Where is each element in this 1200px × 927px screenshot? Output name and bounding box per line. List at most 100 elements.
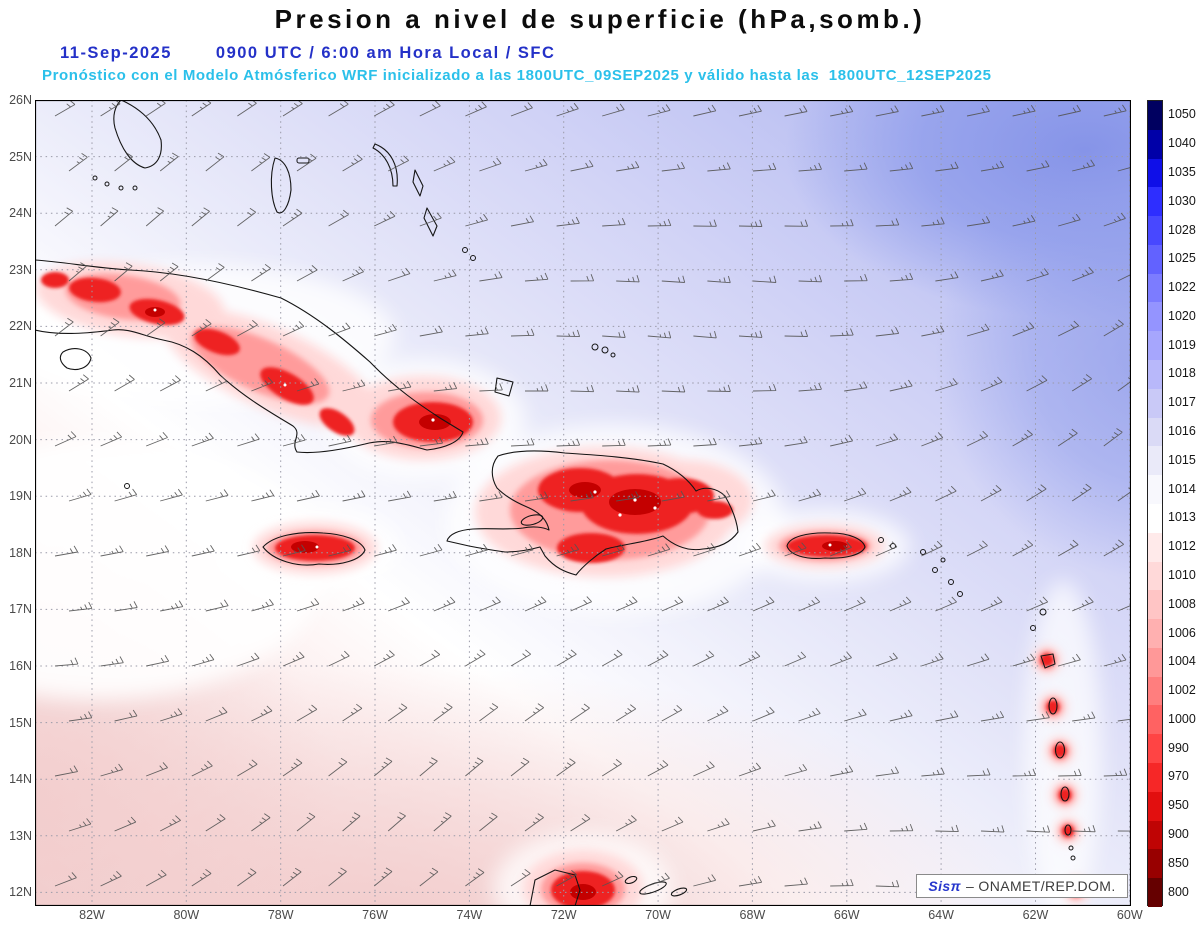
colorbar-seg-1008 [1148,590,1162,620]
lon-tick-66W: 66W [833,908,860,922]
coast-long-island [423,207,438,237]
grid-lines [35,100,1131,906]
colorbar [1147,100,1163,907]
lon-tick-68W: 68W [739,908,766,922]
wind-barbs [54,100,1131,889]
lat-tick-18N: 18N [9,545,32,560]
colorbar-label-1017: 1017 [1168,395,1196,410]
colorbar-label-1014: 1014 [1168,481,1196,496]
colorbar-label-950: 950 [1168,798,1189,813]
colorbar-seg-1017 [1148,388,1162,418]
colorbar-seg-1035 [1148,158,1162,188]
lat-tick-26N: 26N [9,93,32,107]
coast-hispaniola [446,450,739,576]
lon-tick-60W: 60W [1116,908,1143,922]
colorbar-seg-1018 [1148,360,1162,389]
colorbar-label-1006: 1006 [1168,625,1196,640]
colorbar-label-1022: 1022 [1168,280,1196,295]
lon-tick-74W: 74W [456,908,483,922]
lat-tick-19N: 19N [9,489,32,504]
colorbar-seg-800 [1148,878,1162,907]
lat-tick-13N: 13N [9,828,32,843]
credit-text: – ONAMET/REP.DOM. [965,878,1116,894]
lon-tick-80W: 80W [173,908,200,922]
model-info-line: Pronóstico con el Modelo Atmósferico WRF… [42,67,992,84]
coast-guajira [529,869,581,906]
coast-great-inagua [494,377,514,397]
colorbar-seg-850 [1148,849,1162,879]
colorbar-label-1040: 1040 [1168,136,1196,151]
colorbar-label-850: 850 [1168,855,1189,870]
valid-time-line: 11-Sep-2025 0900 UTC / 6:00 am Hora Local… [60,44,555,63]
colorbar-seg-1028 [1148,216,1162,245]
lon-tick-72W: 72W [550,908,577,922]
colorbar-seg-1019 [1148,331,1162,361]
lat-tick-20N: 20N [9,432,32,447]
pressure-map [35,100,1131,906]
colorbar-seg-1030 [1148,187,1162,217]
colorbar-label-900: 900 [1168,827,1189,842]
colorbar-seg-1012 [1148,532,1162,562]
lon-tick-70W: 70W [645,908,671,922]
colorbar-seg-1014 [1148,475,1162,504]
lon-tick-62W: 62W [1022,908,1049,922]
colorbar-label-1018: 1018 [1168,366,1196,381]
coast-gonave [520,514,544,526]
colorbar-seg-1040 [1148,129,1162,159]
lat-tick-25N: 25N [9,149,32,164]
valid-date: 11-Sep-2025 [60,44,172,62]
colorbar-label-1000: 1000 [1168,711,1196,726]
lat-tick-15N: 15N [9,715,32,730]
colorbar-seg-1022 [1148,273,1162,303]
coast-st-lucia [1060,786,1070,802]
colorbar-seg-1013 [1148,503,1162,533]
colorbar-seg-1016 [1148,417,1162,447]
lat-tick-12N: 12N [9,885,32,900]
map-area: Sisπ – ONAMET/REP.DOM. [35,100,1131,906]
colorbar-label-1025: 1025 [1168,251,1196,266]
colorbar-label-1030: 1030 [1168,193,1196,208]
colorbar-seg-970 [1148,762,1162,792]
colorbar-seg-990 [1148,734,1162,763]
colorbar-label-1012: 1012 [1168,539,1196,554]
colorbar-seg-1020 [1148,302,1162,332]
colorbar-seg-1015 [1148,446,1162,476]
lon-tick-64W: 64W [928,908,954,922]
coast-jamaica [262,532,366,566]
small-islands [92,157,1076,861]
lon-tick-76W: 76W [362,908,388,922]
credit-box: Sisπ – ONAMET/REP.DOM. [916,874,1128,898]
coast-martinique [1054,741,1066,759]
coast-florida [113,100,162,169]
lat-tick-17N: 17N [9,602,32,617]
lat-tick-14N: 14N [9,772,32,787]
lat-tick-24N: 24N [9,206,32,221]
low-pressure-shading [35,261,1101,906]
coast-andros [270,157,292,214]
coast-aruba [624,875,638,885]
coast-cuba [35,259,464,454]
colorbar-label-1016: 1016 [1168,424,1196,439]
colorbar-seg-950 [1148,791,1162,821]
colorbar-label-1015: 1015 [1168,452,1196,467]
lat-tick-23N: 23N [9,262,32,277]
colorbar-label-1002: 1002 [1168,683,1196,698]
colorbar-seg-1000 [1148,705,1162,735]
credit-logo: Sisπ [928,878,961,894]
colorbar-label-800: 800 [1168,884,1189,899]
colorbar-label-1013: 1013 [1168,510,1196,525]
colorbar-seg-900 [1148,820,1162,850]
colorbar-label-1035: 1035 [1168,164,1196,179]
colorbar-label-1019: 1019 [1168,337,1196,352]
lon-tick-78W: 78W [267,908,294,922]
coast-isla-juventud [59,348,92,371]
colorbar-label-970: 970 [1168,769,1189,784]
map-border [35,100,1131,906]
colorbar-seg-1006 [1148,619,1162,648]
colorbar-label-1008: 1008 [1168,596,1196,611]
valid-time: 0900 UTC / 6:00 am Hora Local / SFC [215,44,556,62]
colorbar-seg-1010 [1148,561,1162,591]
lon-tick-82W: 82W [79,908,105,922]
coast-bonaire [670,887,688,897]
